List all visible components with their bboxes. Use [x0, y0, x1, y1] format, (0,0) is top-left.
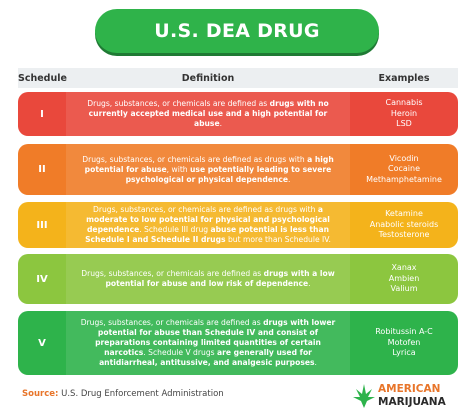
example: Anabolic steroids — [369, 219, 439, 229]
definition-segment: Drugs, substances, or chemicals are defi… — [81, 269, 264, 278]
definition: Drugs, substances, or chemicals are defi… — [66, 202, 350, 248]
definition-segment: are generally used for antidiarrheal, an… — [99, 348, 315, 367]
definition-segment: Drugs, substances, or chemicals are defi… — [82, 154, 308, 164]
definition-segment: . Schedule III drug — [139, 225, 211, 234]
schedule: I — [40, 108, 44, 120]
column-header: Schedule — [18, 72, 67, 84]
schedule: II — [38, 164, 46, 175]
schedule: V — [38, 337, 46, 349]
schedule: III — [36, 219, 48, 231]
example: LSD — [396, 119, 412, 129]
logo: AMERICAN MARIJUANA — [352, 382, 462, 412]
definition-segment: a high potential for abuse — [84, 154, 334, 174]
example: Motofen — [387, 337, 421, 347]
examples: Xanax Ambien Valium — [350, 254, 458, 304]
definition: Drugs, substances, or chemicals are defi… — [66, 144, 350, 195]
table-header: Schedule Definition Examples — [18, 68, 458, 88]
example: Xanax — [391, 263, 417, 273]
example: Testosterone — [378, 230, 430, 240]
definition-segment: drugs with no currently accepted medical… — [88, 99, 329, 128]
example: Cocaine — [388, 164, 420, 174]
definition-segment: abuse potential is less than Schedule I … — [85, 225, 329, 244]
definition-text: Drugs, substances, or chemicals are defi… — [74, 318, 342, 368]
example: Vicodin — [389, 153, 419, 163]
example: Ketamine — [385, 209, 423, 219]
example: Cannabis — [385, 98, 423, 108]
definition-segment: use potentially leading to severe psycho… — [125, 164, 332, 184]
table-row: III Drugs, substances, or chemicals are d… — [18, 202, 458, 248]
column-header: Examples — [378, 72, 430, 84]
definition-text: Drugs, substances, or chemicals are defi… — [74, 99, 342, 129]
definition: Drugs, substances, or chemicals are defi… — [66, 311, 350, 375]
column-header: Definition — [181, 72, 235, 84]
definition-segment: drugs with a low potential for abuse and… — [105, 269, 335, 288]
table-row: I Drugs, substances, or chemicals are def… — [18, 92, 458, 136]
definition-segment: . — [308, 279, 311, 288]
definition: Drugs, substances, or chemicals are defi… — [66, 92, 350, 136]
definition-segment: Drugs, substances, or chemicals are defi… — [80, 318, 264, 327]
source: U.S. Drug Enforcement Administration — [61, 389, 224, 399]
definition-text: Drugs, substances, or chemicals are defi… — [74, 155, 342, 185]
table-row: IV Drugs, substances, or chemicals are de… — [18, 254, 458, 304]
definition-segment: . Schedule V drugs — [143, 348, 218, 357]
example: Heroin — [390, 108, 418, 118]
definition: Drugs, substances, or chemicals are defi… — [66, 254, 350, 304]
definition-segment: , with — [166, 164, 191, 174]
source-label: Source: — [22, 389, 59, 399]
example: Valium — [390, 284, 418, 294]
examples: Ketamine Anabolic steroids Testosterone — [350, 202, 458, 248]
example: Lyrica — [392, 348, 416, 358]
example: Ambien — [388, 273, 420, 283]
logo-text: MARIJUANA — [378, 396, 446, 408]
examples: Vicodin Cocaine Methamphetamine — [350, 144, 458, 195]
title-shadow: U.S. DEA DRUG SCHEDULING — [95, 9, 379, 86]
schedule: IV — [36, 273, 48, 285]
definition-segment: . — [219, 119, 223, 128]
example: Robitussin A-C — [375, 327, 433, 337]
examples: Cannabis Heroin LSD — [350, 92, 458, 136]
definition-segment: . — [287, 174, 291, 184]
definition-segment: Drugs, substances, or chemicals are defi… — [93, 205, 318, 214]
definition-segment: but more than Schedule IV. — [225, 235, 331, 244]
definition-segment: Drugs, substances, or chemicals are defi… — [87, 99, 270, 108]
definition-segment: . — [314, 358, 317, 367]
logo-leaf — [353, 384, 375, 408]
definition-segment: drugs with lower potential for abuse tha… — [95, 318, 336, 357]
definition-text: Drugs, substances, or chemicals are defi… — [74, 205, 342, 245]
title: U.S. DEA DRUG SCHEDULING — [95, 9, 379, 86]
footer: Source: U.S. Drug Enforcement Administra… — [22, 389, 224, 399]
table-row: V Drugs, substances, or chemicals are def… — [18, 311, 458, 375]
examples: Robitussin A-C Motofen Lyrica — [350, 311, 458, 375]
logo-text: AMERICAN — [378, 383, 441, 395]
definition-text: Drugs, substances, or chemicals are defi… — [74, 269, 342, 289]
definition-segment: a moderate to low potential for physical… — [86, 205, 330, 234]
table-row: II Drugs, substances, or chemicals are de… — [18, 144, 458, 195]
example: Methamphetamine — [366, 174, 442, 184]
